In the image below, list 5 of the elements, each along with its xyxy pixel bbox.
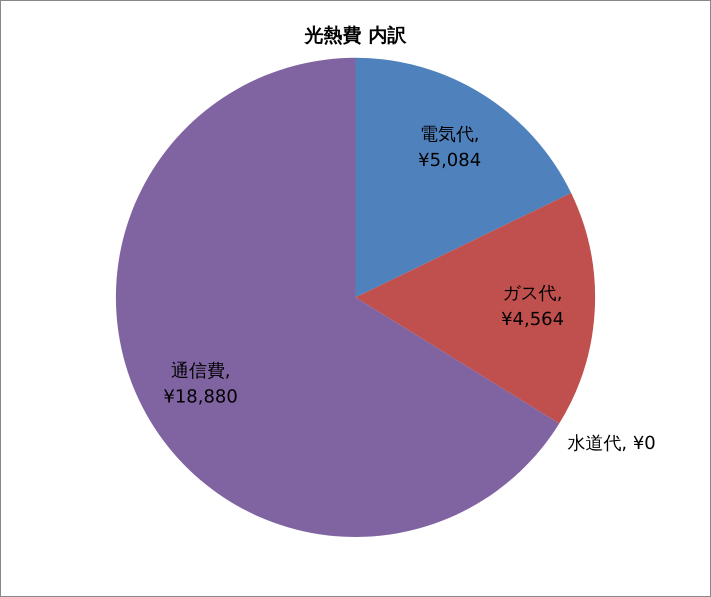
category-label: 水道代, ¥0: [567, 433, 656, 454]
slice-label: 電気代, ¥5,084: [418, 124, 482, 171]
slice-label: 通信費, ¥18,880: [163, 360, 238, 408]
slice-label: ガス代, ¥4,564: [501, 283, 564, 330]
chart-title: 光熱費 内訳: [304, 24, 408, 46]
